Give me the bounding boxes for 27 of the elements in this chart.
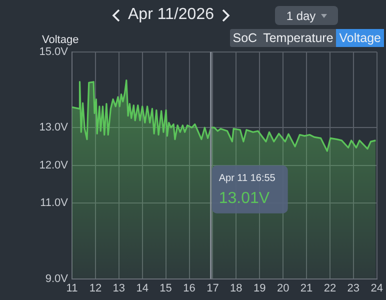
y-tick-label: 15.0V	[39, 46, 69, 58]
annotation: 13.01V	[218, 190, 270, 207]
text: Voltage	[336, 29, 384, 47]
x-tick-label: 16	[183, 282, 196, 294]
y-tick-label: 12.0V	[39, 159, 69, 172]
y-axis-title: Voltage	[42, 34, 79, 46]
x-tick-label: 21	[300, 282, 313, 294]
text: 1 day	[286, 8, 316, 22]
x-tick-label: 20	[276, 282, 290, 294]
x-tick-label: 12	[89, 282, 102, 294]
x-tick-label: 18	[230, 282, 242, 294]
y-tick-label: 13.0V	[39, 122, 69, 134]
x-tick-label: 19	[253, 282, 266, 294]
x-tick-label: 22	[324, 282, 336, 294]
x-tick-label: 14	[136, 282, 148, 294]
text: SoC	[232, 30, 258, 47]
x-tick-label: 13	[112, 282, 126, 294]
annotation: Apr 11 16:55	[218, 173, 276, 184]
x-tick-label: 15	[160, 282, 172, 294]
x-tick-label: 24	[370, 282, 384, 294]
y-tick-label: 9.0V	[45, 272, 69, 285]
x-tick-label: 17	[206, 282, 219, 294]
text: Temperature	[262, 30, 334, 47]
x-tick-label: 11	[66, 282, 78, 294]
chart-title: Apr 11/2026	[128, 6, 214, 24]
y-tick-label: 11.0V	[40, 197, 69, 210]
x-tick-label: 23	[347, 282, 360, 294]
